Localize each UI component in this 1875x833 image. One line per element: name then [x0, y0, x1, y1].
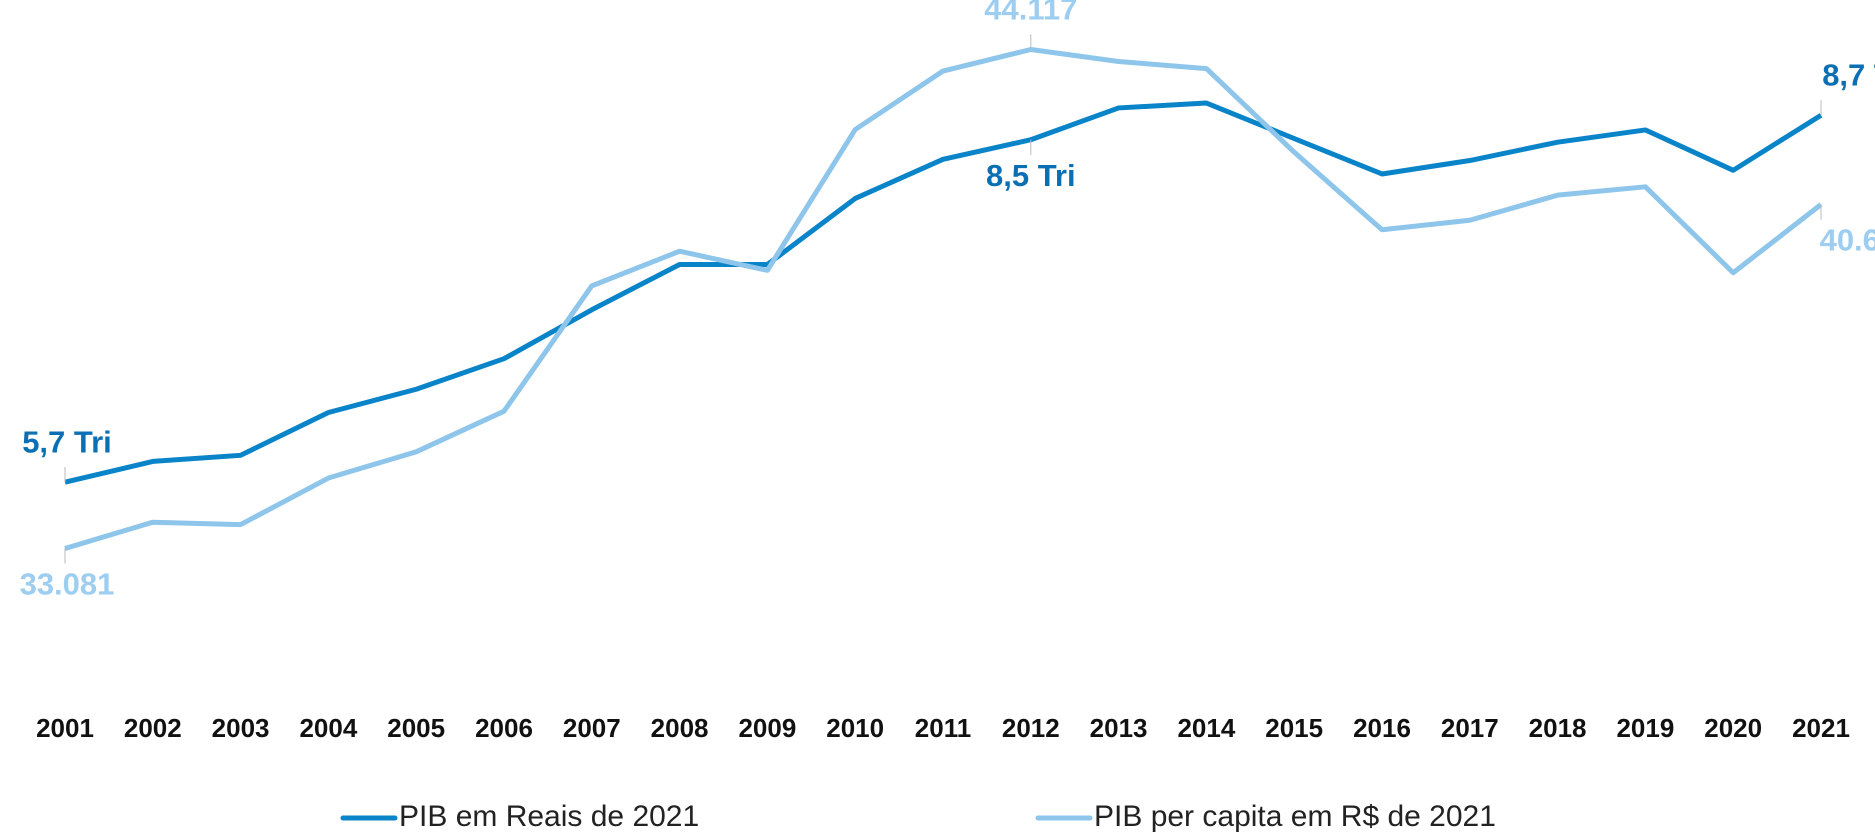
data-label: 8,5 Tri — [986, 158, 1076, 193]
x-tick-label: 2002 — [124, 713, 182, 743]
x-tick-label: 2015 — [1265, 713, 1323, 743]
data-label: 5,7 Tri — [22, 424, 112, 459]
x-tick-label: 2014 — [1177, 713, 1235, 743]
x-tick-label: 2019 — [1616, 713, 1674, 743]
x-tick-label: 2018 — [1529, 713, 1587, 743]
x-tick-label: 2004 — [299, 713, 357, 743]
series-line — [64, 100, 1823, 485]
x-tick-label: 2010 — [826, 713, 884, 743]
legend-label: PIB em Reais de 2021 — [399, 800, 699, 833]
x-tick-label: 2016 — [1353, 713, 1411, 743]
x-tick-label: 2017 — [1441, 713, 1499, 743]
x-tick-label: 2003 — [212, 713, 270, 743]
data-label: 8,7 Tri — [1822, 57, 1875, 92]
data-label: 40.688 — [1820, 223, 1875, 258]
x-tick-label: 2020 — [1704, 713, 1762, 743]
x-tick-label: 2021 — [1792, 713, 1850, 743]
x-tick-label: 2012 — [1002, 713, 1060, 743]
series-line — [64, 46, 1823, 551]
legend-label: PIB per capita em R$ de 2021 — [1094, 800, 1496, 833]
x-tick-label: 2011 — [915, 713, 971, 743]
x-tick-label: 2005 — [387, 713, 445, 743]
x-tick-label: 2008 — [651, 713, 709, 743]
x-tick-label: 2006 — [475, 713, 533, 743]
x-tick-label: 2001 — [36, 713, 94, 743]
x-tick-label: 2007 — [563, 713, 621, 743]
x-tick-label: 2009 — [738, 713, 796, 743]
x-tick-label: 2013 — [1090, 713, 1148, 743]
data-label: 44.117 — [984, 0, 1077, 27]
data-label: 33.081 — [20, 567, 115, 602]
